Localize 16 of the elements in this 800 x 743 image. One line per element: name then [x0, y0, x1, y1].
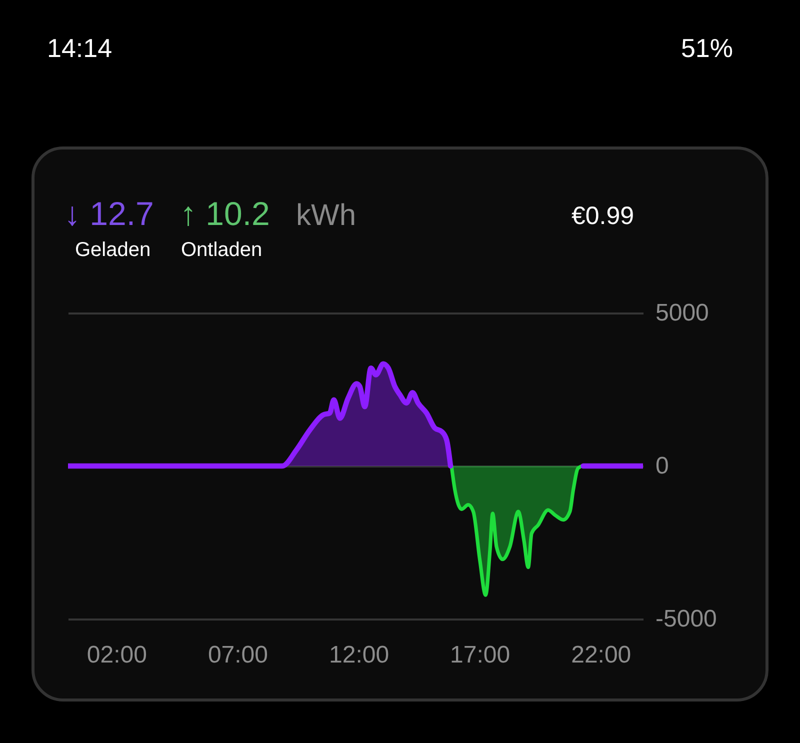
- x-tick-label: 17:00: [450, 642, 510, 668]
- text: 14:14: [47, 33, 112, 63]
- x-tick-label: 22:00: [571, 642, 632, 668]
- x-tick-label: 02:00: [86, 642, 147, 668]
- y-tick-label: 5000: [656, 300, 709, 326]
- x-tick-label: 12:00: [328, 642, 390, 668]
- y-tick-label: 0: [656, 452, 669, 480]
- text: ↑ 10.2: [180, 195, 270, 232]
- text: ↓ 12.7: [64, 195, 154, 232]
- text: kWh: [296, 199, 356, 232]
- text: Geladen: [75, 239, 151, 261]
- y-tick-label: -5000: [656, 606, 717, 632]
- text: €0.99: [571, 202, 634, 230]
- text: Ontladen: [181, 239, 262, 261]
- x-tick-label: 07:00: [208, 642, 268, 668]
- text: 51%: [680, 33, 733, 63]
